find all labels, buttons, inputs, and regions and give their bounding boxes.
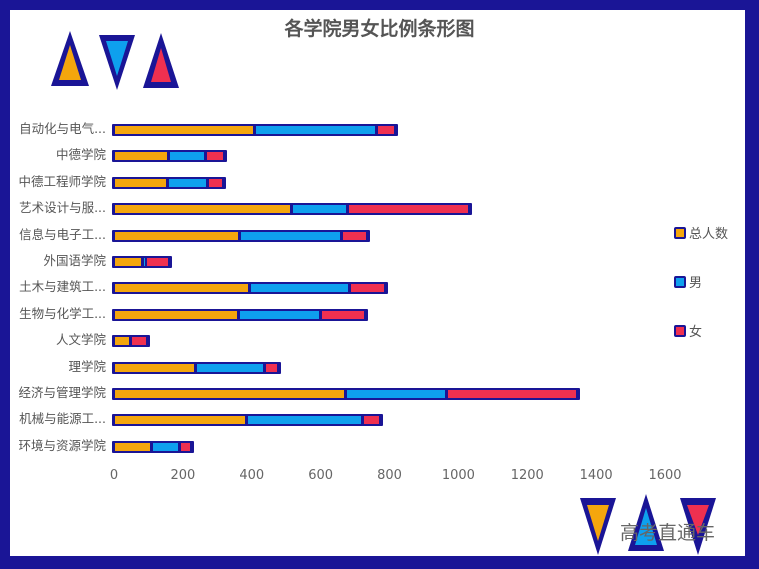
triangle-up-blue-icon [628, 494, 664, 551]
bar-row[interactable] [112, 388, 580, 400]
bar-row[interactable] [112, 203, 473, 216]
category-label: 自动化与电气... [19, 121, 106, 136]
x-tick-label: 1000 [441, 468, 475, 483]
x-tick-label: 0 [109, 468, 119, 483]
bar-segment-male[interactable] [152, 442, 178, 451]
bar-segment-male[interactable] [346, 390, 445, 398]
bar-segment-male[interactable] [143, 258, 145, 266]
bar-segment-female[interactable] [265, 363, 277, 372]
category-label: 理学院 [68, 358, 106, 374]
triangle-up-orange-icon [51, 31, 89, 86]
bar-segment-female[interactable] [350, 284, 384, 293]
bar-row[interactable] [112, 440, 194, 453]
x-tick-label: 800 [377, 468, 402, 483]
legend-swatch-icon [674, 324, 686, 337]
bar-segment-female[interactable] [131, 337, 146, 346]
bar-row[interactable] [112, 414, 383, 427]
bar-segment-total[interactable] [115, 390, 344, 398]
bar-segment-total[interactable] [115, 258, 141, 266]
x-tick-label: 400 [239, 468, 265, 483]
bar-segment-total[interactable] [115, 205, 291, 214]
bar-row[interactable] [112, 176, 226, 189]
bar-segment-total[interactable] [115, 310, 237, 319]
category-label: 土木与建筑工... [19, 279, 106, 295]
bar-row[interactable] [112, 229, 370, 242]
bar-segment-male[interactable] [241, 231, 340, 240]
bar-segment-female[interactable] [377, 126, 394, 134]
legend-item[interactable]: 女 [674, 321, 702, 340]
bar-segment-total[interactable] [115, 363, 194, 372]
legend-swatch-icon [674, 275, 686, 288]
bar-segment-total[interactable] [115, 442, 150, 451]
bar-segment-female[interactable] [342, 231, 366, 240]
triangle-down-blue-icon [99, 35, 135, 90]
bar-segment-female[interactable] [180, 442, 190, 451]
x-tick-label: 1200 [510, 468, 544, 483]
x-tick-label: 1400 [579, 468, 613, 483]
bar-segment-total[interactable] [115, 231, 239, 240]
bar-segment-male[interactable] [255, 126, 375, 134]
bar-row[interactable] [112, 308, 369, 321]
bar-row[interactable] [112, 124, 398, 136]
watermark: 高考直通车 [620, 522, 716, 544]
bar-segment-male[interactable] [196, 363, 263, 372]
bar-segment-male[interactable] [251, 284, 348, 293]
legend-label: 男 [689, 276, 703, 291]
bar-segment-female[interactable] [206, 152, 223, 161]
category-label: 艺术设计与服... [19, 200, 106, 216]
x-tick-label: 600 [308, 468, 334, 483]
legend-swatch-icon [674, 226, 686, 239]
category-label: 中德学院 [55, 147, 106, 163]
bar-row[interactable] [112, 256, 173, 268]
bar-row[interactable] [112, 335, 150, 348]
bar-segment-total[interactable] [115, 416, 245, 425]
legend-item[interactable]: 男 [674, 272, 702, 291]
bar-segment-female[interactable] [147, 258, 169, 266]
bar-row[interactable] [112, 361, 281, 374]
category-label: 机械与能源工... [19, 411, 106, 427]
bar-row[interactable] [112, 282, 388, 295]
bar-segment-male[interactable] [247, 416, 361, 425]
category-label: 人文学院 [55, 332, 106, 348]
bar-segment-total[interactable] [115, 126, 253, 134]
bar-segment-total[interactable] [115, 337, 129, 346]
bar-segment-male[interactable] [240, 310, 319, 319]
bar-segment-male[interactable] [170, 152, 204, 161]
legend-label: 女 [689, 325, 703, 340]
bar-segment-female[interactable] [363, 416, 379, 425]
triangle-down-red-icon [680, 498, 716, 555]
legend-label: 总人数 [689, 227, 729, 242]
bar-segment-total[interactable] [115, 178, 167, 187]
category-label: 经济与管理学院 [18, 385, 106, 400]
triangle-up-red-icon [143, 33, 179, 88]
bar-segment-female[interactable] [349, 205, 469, 214]
category-label: 中德工程师学院 [18, 173, 106, 189]
category-label: 信息与电子工... [19, 226, 106, 242]
bar-segment-total[interactable] [115, 284, 249, 293]
bar-segment-female[interactable] [447, 390, 576, 398]
bar-segment-female[interactable] [321, 310, 365, 319]
bar-segment-male[interactable] [169, 178, 206, 187]
category-label: 外国语学院 [43, 253, 106, 268]
triangle-down-orange-icon [580, 498, 616, 555]
bar-segment-female[interactable] [209, 178, 222, 187]
bar-segment-total[interactable] [115, 152, 168, 161]
category-label: 环境与资源学院 [18, 437, 106, 453]
bar-segment-male[interactable] [293, 205, 347, 214]
x-tick-label: 1600 [648, 468, 682, 483]
legend-item[interactable]: 总人数 [674, 223, 728, 242]
bar-row[interactable] [112, 150, 227, 163]
x-tick-label: 200 [170, 468, 196, 483]
category-label: 生物与化学工... [19, 305, 106, 321]
chart-title: 各学院男女比例条形图 [284, 18, 475, 40]
